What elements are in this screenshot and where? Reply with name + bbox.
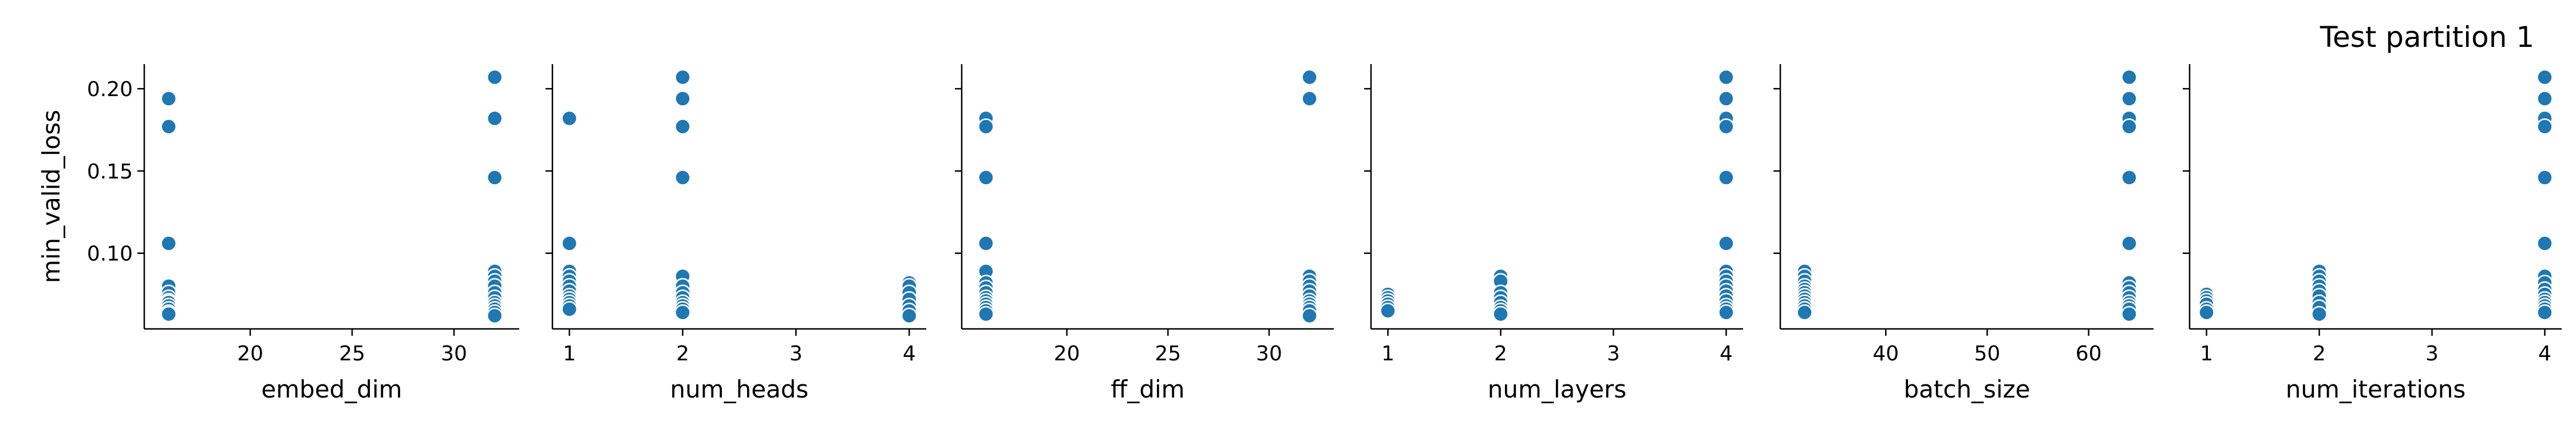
- x-axis-label: num_heads: [670, 375, 809, 403]
- x-axis-label: ff_dim: [1111, 375, 1184, 403]
- panel-num_heads: 1 2 3 4 num_heads: [546, 64, 926, 403]
- scatter-point: [2537, 118, 2553, 135]
- scatter-point: [1301, 69, 1318, 86]
- x-axis-label: num_layers: [1488, 375, 1626, 403]
- x-tick-label: 50: [1974, 342, 2001, 366]
- scatter-point: [674, 169, 691, 186]
- scatter-point: [1380, 303, 1396, 319]
- x-axis-label: embed_dim: [261, 375, 402, 403]
- scatter-point: [487, 169, 503, 186]
- scatter-point: [2311, 305, 2328, 323]
- panel-embed_dim: 0.10 0.15 0.20 20 25 30 embed_dim min_valid_los…: [37, 64, 519, 403]
- scatter-point: [561, 301, 578, 317]
- x-tick-label: 4: [1720, 342, 1733, 366]
- x-tick-label: 40: [1872, 342, 1899, 366]
- scatter-point: [1718, 235, 1735, 252]
- scatter-point: [674, 304, 691, 321]
- scatter-point: [1492, 305, 1509, 323]
- scatter-point: [1301, 307, 1318, 324]
- scatter-point: [901, 307, 918, 324]
- scatter-point: [1718, 304, 1735, 321]
- x-tick-label: 3: [2425, 342, 2439, 366]
- scatter-point: [674, 90, 691, 107]
- scatter-point: [978, 235, 994, 252]
- scatter-point: [1796, 304, 1813, 321]
- scatter-point: [561, 235, 578, 252]
- x-tick-label: 2: [676, 342, 689, 366]
- y-axis-label: min_valid_loss: [37, 110, 65, 283]
- scatter-point: [160, 305, 177, 323]
- x-tick-label: 1: [2200, 342, 2213, 366]
- x-tick-label: 3: [789, 342, 803, 366]
- scatter-point: [160, 118, 177, 135]
- x-tick-label: 25: [339, 342, 365, 366]
- scatter-point: [2121, 69, 2138, 86]
- scatter-point: [487, 307, 503, 324]
- x-tick-label: 25: [1155, 342, 1181, 366]
- x-tick-label: 3: [1607, 342, 1620, 366]
- scatter-point: [978, 305, 994, 323]
- panel-batch_size: 40 50 60 batch_size: [1773, 64, 2154, 403]
- scatter-point: [2121, 169, 2138, 186]
- scatter-point: [674, 118, 691, 135]
- scatter-point: [160, 235, 177, 252]
- x-tick-label: 4: [903, 342, 916, 366]
- x-tick-label: 2: [1494, 342, 1507, 366]
- panel-num_iterations: 1 2 3 4 num_iterations: [2183, 64, 2562, 403]
- scatter-point: [487, 69, 503, 86]
- x-tick-label: 60: [2076, 342, 2102, 366]
- scatter-point: [1718, 90, 1735, 107]
- x-tick-label: 1: [563, 342, 576, 366]
- scatter-point: [2198, 304, 2215, 321]
- scatter-point: [978, 118, 994, 135]
- x-tick-label: 4: [2538, 342, 2551, 366]
- x-axis-label: num_iterations: [2286, 375, 2466, 403]
- scatter-point: [2121, 118, 2138, 135]
- scatter-point: [1718, 118, 1735, 135]
- scatter-point: [160, 90, 177, 107]
- x-tick-label: 20: [1054, 342, 1080, 366]
- x-tick-label: 1: [1381, 342, 1394, 366]
- y-tick-label: 0.15: [87, 160, 133, 184]
- panel-num_layers: 1 2 3 4 num_layers: [1364, 64, 1743, 403]
- scatter-point: [2121, 235, 2138, 252]
- scatter-point: [2537, 169, 2553, 186]
- x-tick-label: 30: [1256, 342, 1282, 366]
- scatter-point: [2121, 305, 2138, 323]
- scatter-point: [1301, 90, 1318, 107]
- x-axis-label: batch_size: [1903, 375, 2030, 403]
- x-tick-label: 20: [237, 342, 263, 366]
- scatter-point: [2537, 235, 2553, 252]
- panel-ff_dim: 20 25 30 ff_dim: [955, 64, 1334, 403]
- scatter-point: [674, 69, 691, 86]
- scatter-point: [1718, 169, 1735, 186]
- x-tick-label: 30: [441, 342, 467, 366]
- figure-title: Test partition 1: [2320, 21, 2534, 54]
- scatter-point: [2537, 304, 2553, 321]
- scatter-point: [978, 169, 994, 186]
- y-tick-label: 0.10: [87, 243, 133, 266]
- scatter-point: [561, 110, 578, 127]
- y-tick-label: 0.20: [87, 78, 133, 101]
- scatter-point: [2537, 90, 2553, 107]
- scatter-point: [1718, 69, 1735, 86]
- scatter-point: [2121, 90, 2138, 107]
- scatter-point: [487, 110, 503, 127]
- scatter-point: [2537, 69, 2553, 86]
- x-tick-label: 2: [2313, 342, 2326, 366]
